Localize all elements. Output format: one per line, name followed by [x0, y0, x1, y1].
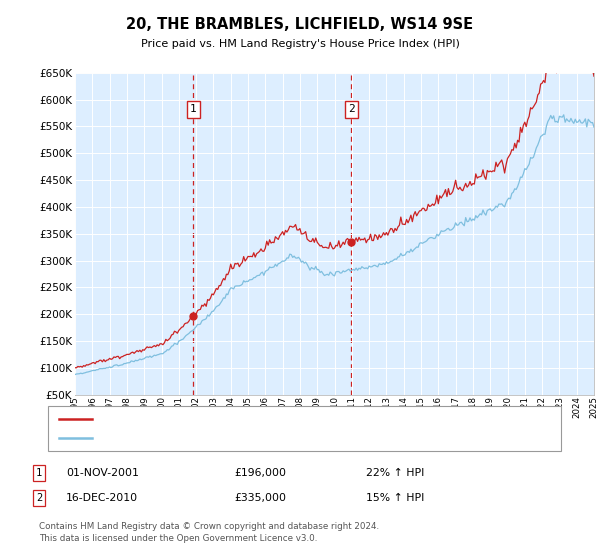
Text: £196,000: £196,000: [234, 468, 286, 478]
Text: 2: 2: [348, 104, 355, 114]
Text: HPI: Average price, detached house, Lichfield: HPI: Average price, detached house, Lich…: [98, 433, 325, 444]
Text: 20, THE BRAMBLES, LICHFIELD, WS14 9SE: 20, THE BRAMBLES, LICHFIELD, WS14 9SE: [127, 17, 473, 32]
Text: Contains HM Land Registry data © Crown copyright and database right 2024.
This d: Contains HM Land Registry data © Crown c…: [39, 522, 379, 543]
Text: 01-NOV-2001: 01-NOV-2001: [66, 468, 139, 478]
Text: 20, THE BRAMBLES, LICHFIELD, WS14 9SE (detached house): 20, THE BRAMBLES, LICHFIELD, WS14 9SE (d…: [98, 413, 398, 423]
Text: £335,000: £335,000: [234, 493, 286, 503]
Text: Price paid vs. HM Land Registry's House Price Index (HPI): Price paid vs. HM Land Registry's House …: [140, 39, 460, 49]
Text: 1: 1: [190, 104, 197, 114]
Text: 1: 1: [36, 468, 42, 478]
Text: 2: 2: [36, 493, 42, 503]
Text: 16-DEC-2010: 16-DEC-2010: [66, 493, 138, 503]
Text: 22% ↑ HPI: 22% ↑ HPI: [366, 468, 424, 478]
Text: 15% ↑ HPI: 15% ↑ HPI: [366, 493, 424, 503]
